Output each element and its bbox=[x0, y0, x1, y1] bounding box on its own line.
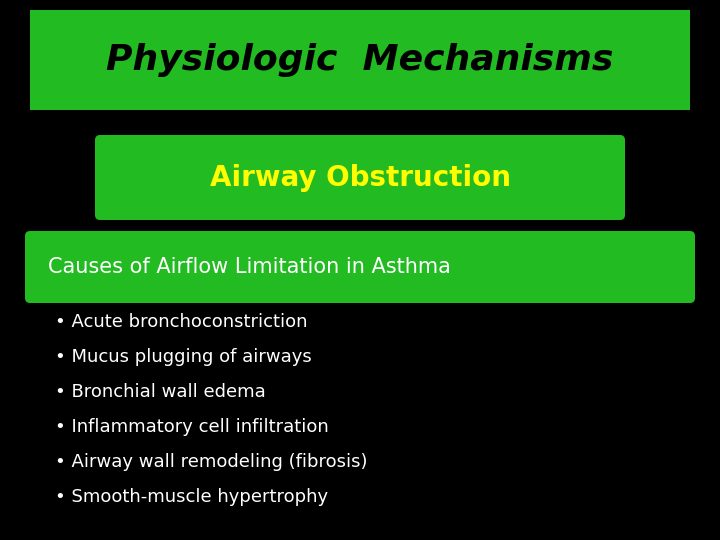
Text: Causes of Airflow Limitation in Asthma: Causes of Airflow Limitation in Asthma bbox=[48, 257, 451, 277]
Text: Airway Obstruction: Airway Obstruction bbox=[210, 164, 510, 192]
Text: Physiologic  Mechanisms: Physiologic Mechanisms bbox=[107, 43, 613, 77]
Text: • Inflammatory cell infiltration: • Inflammatory cell infiltration bbox=[55, 418, 329, 436]
Text: • Bronchial wall edema: • Bronchial wall edema bbox=[55, 383, 266, 401]
Text: • Mucus plugging of airways: • Mucus plugging of airways bbox=[55, 348, 312, 366]
Text: • Acute bronchoconstriction: • Acute bronchoconstriction bbox=[55, 313, 307, 331]
FancyBboxPatch shape bbox=[25, 231, 695, 303]
FancyBboxPatch shape bbox=[95, 135, 625, 220]
Text: • Smooth-muscle hypertrophy: • Smooth-muscle hypertrophy bbox=[55, 488, 328, 506]
FancyBboxPatch shape bbox=[30, 10, 690, 110]
Text: • Airway wall remodeling (fibrosis): • Airway wall remodeling (fibrosis) bbox=[55, 453, 367, 471]
